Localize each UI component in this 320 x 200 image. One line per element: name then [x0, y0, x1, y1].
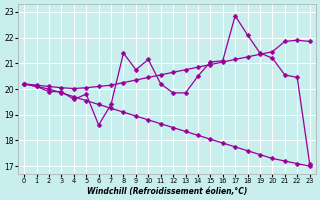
X-axis label: Windchill (Refroidissement éolien,°C): Windchill (Refroidissement éolien,°C): [87, 187, 247, 196]
